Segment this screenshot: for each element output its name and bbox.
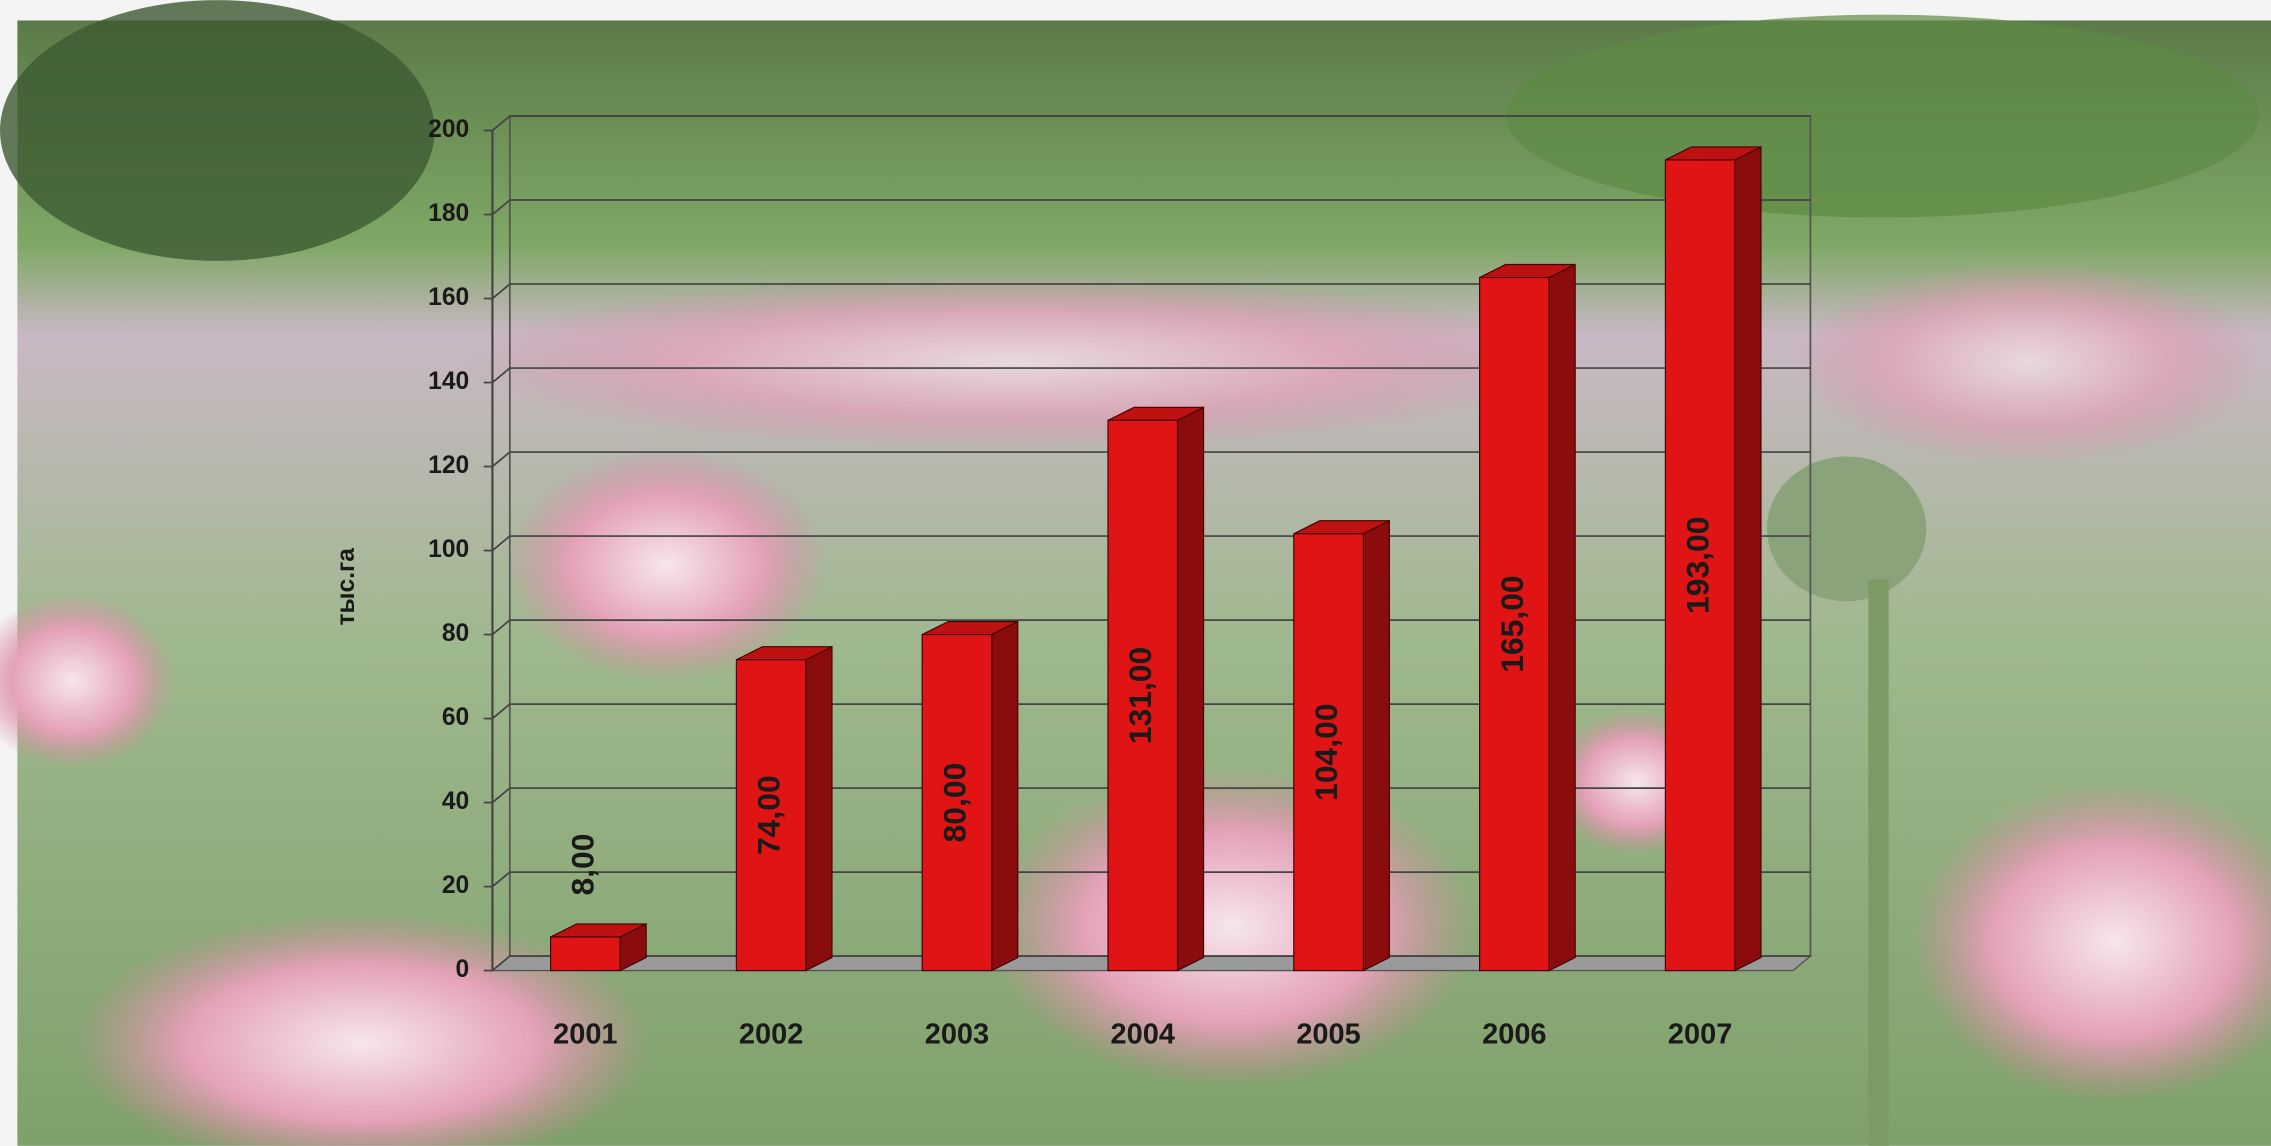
bar-side bbox=[1734, 145, 1762, 972]
grid-line bbox=[491, 199, 511, 216]
bar bbox=[921, 633, 993, 972]
y-tick-label: 140 bbox=[428, 368, 469, 395]
y-tick-label: 0 bbox=[456, 956, 470, 983]
x-tick-label: 2001 bbox=[553, 1018, 617, 1050]
bar-side bbox=[991, 620, 1019, 972]
bar bbox=[1107, 419, 1179, 972]
y-tick-label: 100 bbox=[428, 536, 469, 563]
y-tick-label: 80 bbox=[442, 620, 469, 647]
bar bbox=[1664, 159, 1736, 972]
value-label: 165,00 bbox=[1494, 575, 1530, 672]
grid-line bbox=[491, 955, 511, 972]
grid-line bbox=[491, 535, 511, 552]
value-label: 80,00 bbox=[936, 763, 972, 843]
grid-line bbox=[491, 283, 511, 300]
y-tick-label: 60 bbox=[442, 704, 469, 731]
grid-line bbox=[491, 787, 511, 804]
grid-line bbox=[491, 703, 511, 720]
x-tick-label: 2007 bbox=[1668, 1018, 1732, 1050]
grid-line bbox=[491, 115, 511, 132]
grid-line bbox=[491, 619, 511, 636]
bar bbox=[1293, 533, 1364, 972]
value-label: 104,00 bbox=[1308, 703, 1344, 800]
x-tick-label: 2006 bbox=[1482, 1018, 1546, 1050]
y-tick-label: 160 bbox=[428, 284, 469, 311]
x-tick-label: 2002 bbox=[739, 1018, 803, 1050]
x-tick-label: 2004 bbox=[1111, 1018, 1175, 1050]
bar-side bbox=[1548, 263, 1576, 972]
grid-line bbox=[491, 367, 511, 384]
bar-side bbox=[805, 645, 833, 972]
value-label: 8,00 bbox=[565, 834, 601, 896]
y-tick-label: 20 bbox=[442, 872, 469, 899]
grid-line bbox=[491, 871, 511, 888]
value-label: 193,00 bbox=[1680, 517, 1716, 614]
bar-side bbox=[1176, 406, 1205, 972]
y-axis-label: тыс.га bbox=[333, 548, 360, 626]
x-tick-label: 2005 bbox=[1296, 1018, 1360, 1050]
bar-side bbox=[1362, 519, 1390, 972]
bar bbox=[1479, 276, 1550, 972]
grid-line bbox=[491, 451, 511, 468]
value-label: 131,00 bbox=[1122, 647, 1158, 744]
y-tick-label: 180 bbox=[428, 200, 469, 227]
y-tick-label: 120 bbox=[428, 452, 469, 479]
value-label: 74,00 bbox=[751, 775, 787, 855]
y-tick-label: 40 bbox=[442, 788, 469, 815]
bar bbox=[549, 936, 621, 972]
bar bbox=[735, 659, 807, 972]
y-tick-label: 200 bbox=[428, 116, 469, 143]
x-tick-label: 2003 bbox=[925, 1018, 989, 1050]
